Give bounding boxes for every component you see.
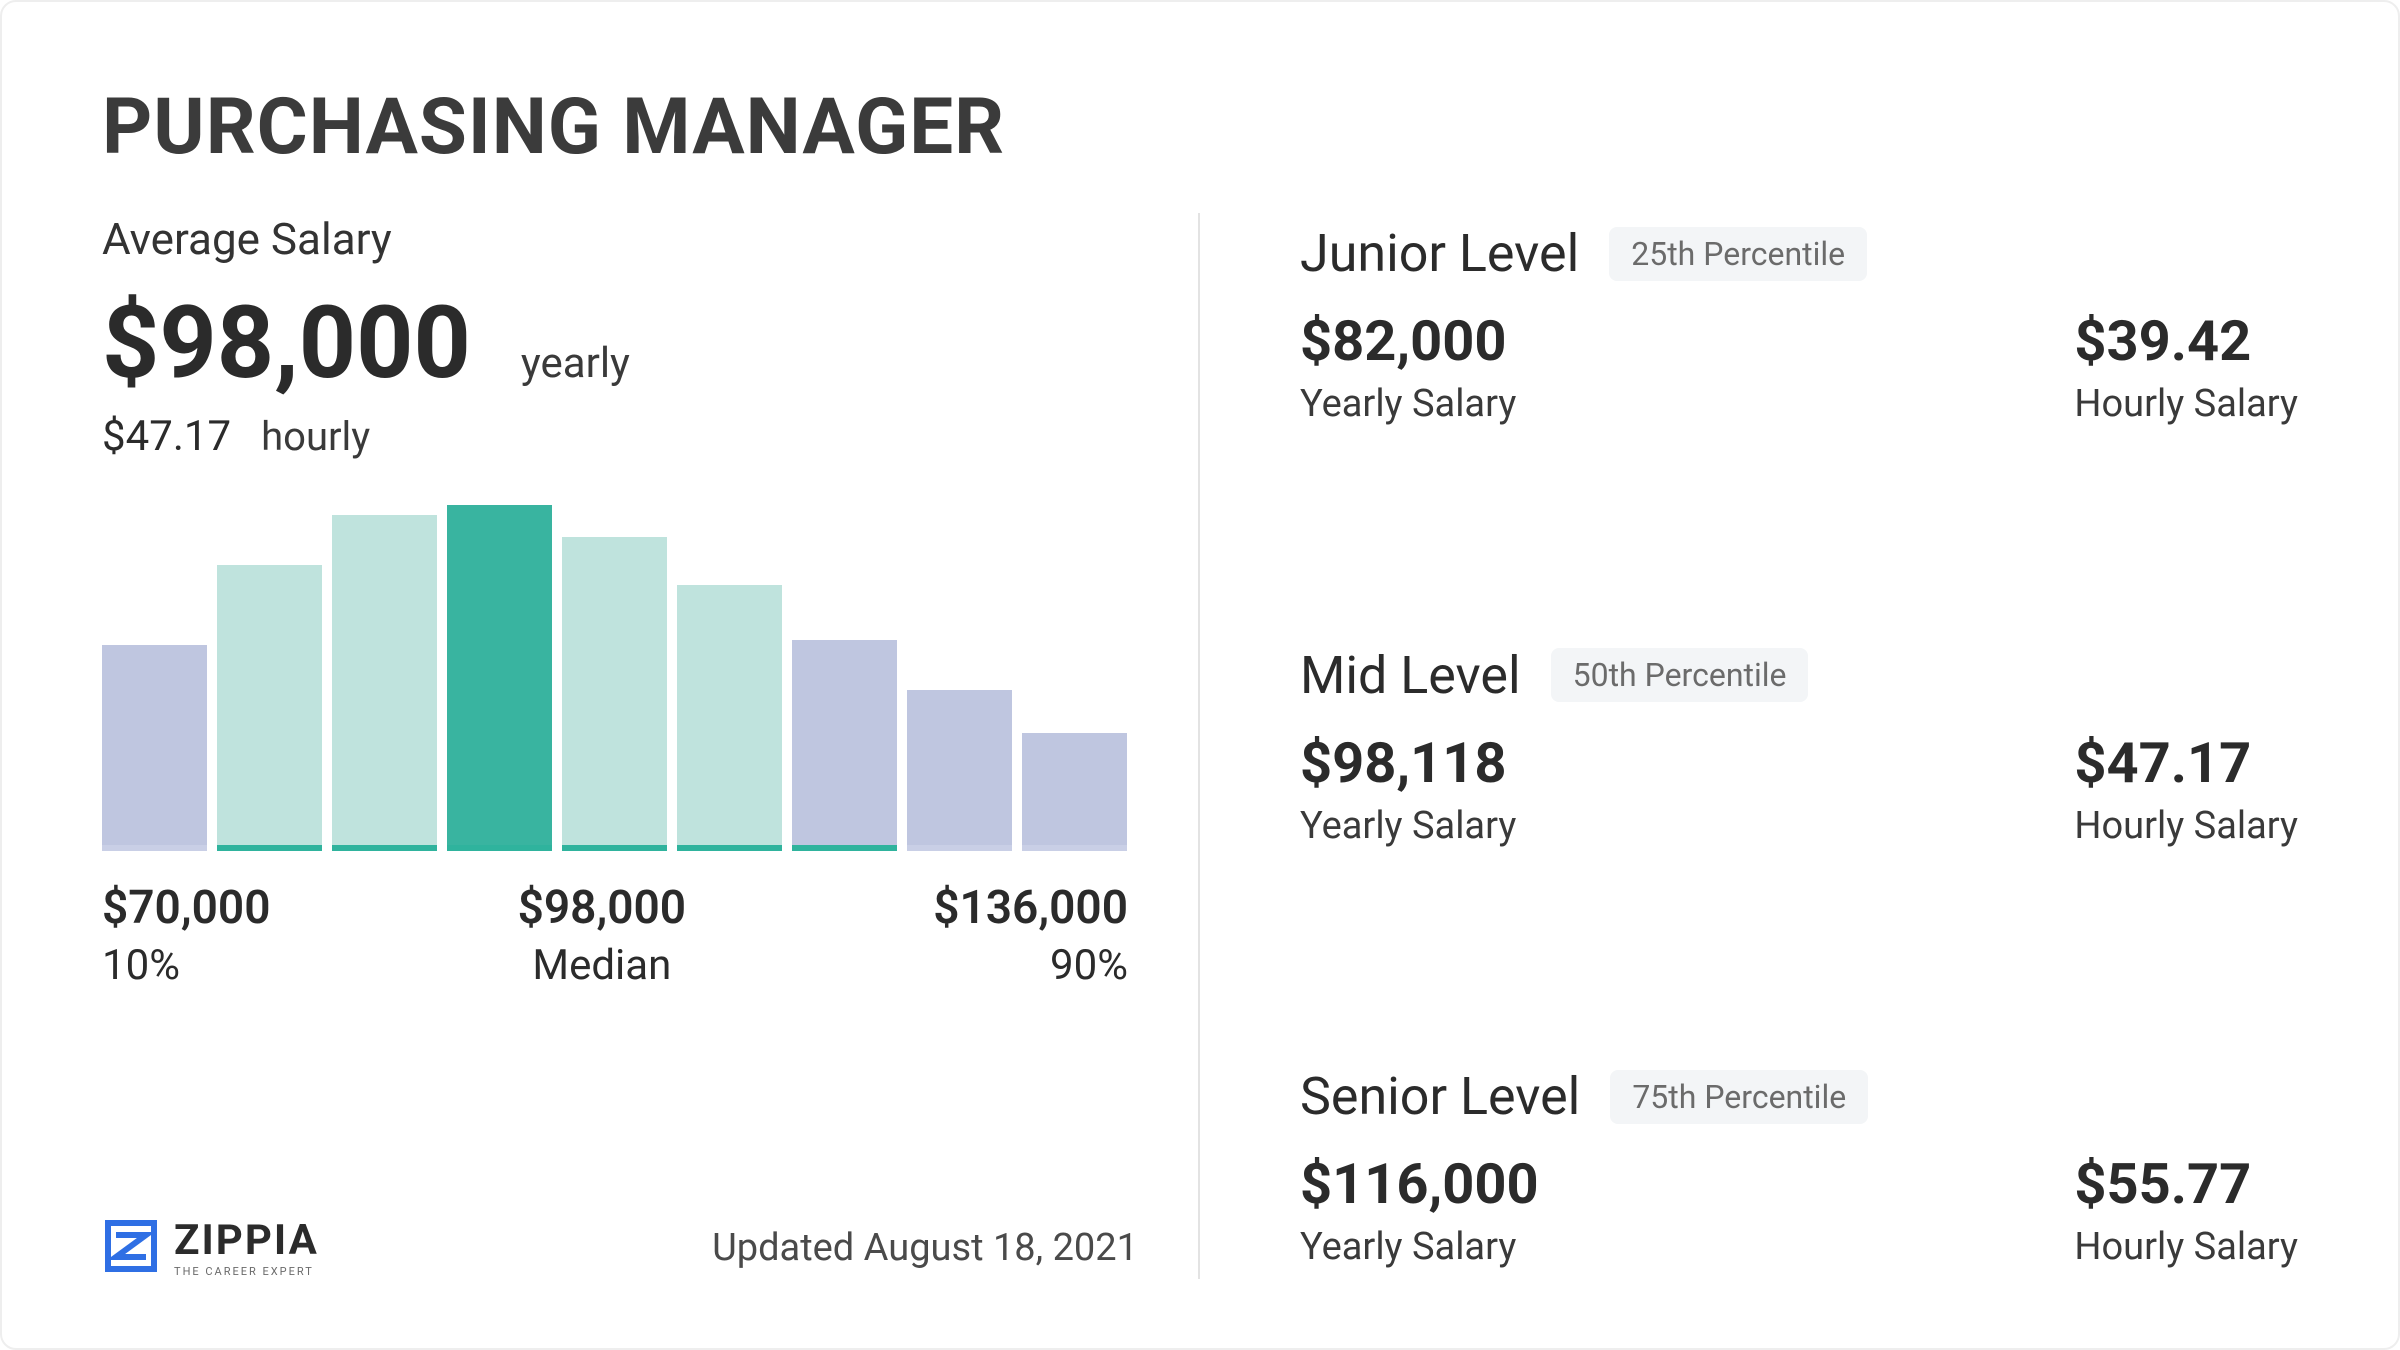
level-head-2: Senior Level 75th Percentile <box>1300 1066 2298 1127</box>
bar-underline-1 <box>217 845 322 851</box>
salary-card: PURCHASING MANAGER Average Salary $98,00… <box>0 0 2400 1350</box>
bar-underline-7 <box>907 845 1012 851</box>
average-hourly-value: $47.17 <box>102 412 231 461</box>
bar-underline-2 <box>332 845 437 851</box>
average-yearly-value: $98,000 <box>102 285 471 402</box>
footer-row: ZIPPIA THE CAREER EXPERT Updated August … <box>102 1177 1138 1279</box>
level-head-1: Mid Level 50th Percentile <box>1300 645 2298 706</box>
yearly-amount-1: $98,118 <box>1300 730 1516 796</box>
axis-right: $136,000 90% <box>933 881 1128 990</box>
bar-fill-3 <box>447 505 552 845</box>
level-values-0: $82,000 Yearly Salary $39.42 Hourly Salary <box>1300 308 2298 426</box>
axis-center-value: $98,000 <box>518 881 686 935</box>
axis-left: $70,000 10% <box>102 881 270 990</box>
percentile-pill-2: 75th Percentile <box>1610 1070 1868 1124</box>
hourly-col-2: $55.77 Hourly Salary <box>2074 1151 2298 1269</box>
bar-underline-6 <box>792 845 897 851</box>
bar-fill-2 <box>332 515 437 845</box>
level-values-1: $98,118 Yearly Salary $47.17 Hourly Salary <box>1300 730 2298 848</box>
bar-5 <box>677 585 782 851</box>
axis-left-value: $70,000 <box>102 881 270 935</box>
level-head-0: Junior Level 25th Percentile <box>1300 223 2298 284</box>
bar-1 <box>217 565 322 851</box>
hourly-col-1: $47.17 Hourly Salary <box>2074 730 2298 848</box>
hourly-label-1: Hourly Salary <box>2074 804 2298 848</box>
level-name-2: Senior Level <box>1300 1066 1580 1127</box>
distribution-chart: $70,000 10% $98,000 Median $136,000 90% <box>102 511 1138 990</box>
columns: Average Salary $98,000 yearly $47.17 hou… <box>102 213 2298 1279</box>
logo-text-wrap: ZIPPIA THE CAREER EXPERT <box>174 1220 319 1277</box>
updated-date: Updated August 18, 2021 <box>712 1226 1138 1270</box>
average-yearly-unit: yearly <box>521 339 630 388</box>
logo-tagline: THE CAREER EXPERT <box>174 1266 319 1277</box>
level-block-2: Senior Level 75th Percentile $116,000 Yearl… <box>1300 1066 2298 1269</box>
zippia-logo-icon <box>102 1217 160 1279</box>
yearly-amount-0: $82,000 <box>1300 308 1516 374</box>
yearly-label-0: Yearly Salary <box>1300 382 1516 426</box>
bar-underline-8 <box>1022 845 1127 851</box>
axis-right-sub: 90% <box>1050 941 1128 990</box>
level-block-1: Mid Level 50th Percentile $98,118 Yearly Sa… <box>1300 645 2298 848</box>
bar-8 <box>1022 733 1127 851</box>
hourly-amount-2: $55.77 <box>2074 1151 2298 1217</box>
left-column: Average Salary $98,000 yearly $47.17 hou… <box>102 213 1200 1279</box>
bar-fill-7 <box>907 690 1012 845</box>
axis-right-value: $136,000 <box>933 881 1128 935</box>
bar-6 <box>792 640 897 851</box>
bar-fill-8 <box>1022 733 1127 845</box>
bar-fill-1 <box>217 565 322 845</box>
bars-container <box>102 511 1138 851</box>
level-name-0: Junior Level <box>1300 223 1579 284</box>
average-yearly-row: $98,000 yearly <box>102 285 1138 402</box>
average-hourly-row: $47.17 hourly <box>102 412 1138 461</box>
hourly-amount-1: $47.17 <box>2074 730 2298 796</box>
yearly-col-0: $82,000 Yearly Salary <box>1300 308 1516 426</box>
hourly-label-0: Hourly Salary <box>2074 382 2298 426</box>
bar-underline-4 <box>562 845 667 851</box>
average-hourly-unit: hourly <box>261 413 370 460</box>
yearly-label-1: Yearly Salary <box>1300 804 1516 848</box>
hourly-col-0: $39.42 Hourly Salary <box>2074 308 2298 426</box>
bar-0 <box>102 645 207 851</box>
level-values-2: $116,000 Yearly Salary $55.77 Hourly Salary <box>1300 1151 2298 1269</box>
bar-fill-0 <box>102 645 207 845</box>
axis-center: $98,000 Median <box>518 881 686 990</box>
average-salary-label: Average Salary <box>102 213 1138 265</box>
bar-fill-6 <box>792 640 897 845</box>
hourly-label-2: Hourly Salary <box>2074 1225 2298 1269</box>
bar-fill-4 <box>562 537 667 845</box>
yearly-amount-2: $116,000 <box>1300 1151 1539 1217</box>
brand-logo: ZIPPIA THE CAREER EXPERT <box>102 1217 319 1279</box>
bar-2 <box>332 515 437 851</box>
percentile-pill-0: 25th Percentile <box>1609 227 1867 281</box>
yearly-col-1: $98,118 Yearly Salary <box>1300 730 1516 848</box>
axis-labels: $70,000 10% $98,000 Median $136,000 90% <box>102 881 1138 990</box>
page-title: PURCHASING MANAGER <box>102 82 2298 173</box>
bar-fill-5 <box>677 585 782 845</box>
yearly-col-2: $116,000 Yearly Salary <box>1300 1151 1539 1269</box>
logo-text: ZIPPIA <box>174 1220 319 1262</box>
hourly-amount-0: $39.42 <box>2074 308 2298 374</box>
bar-3 <box>447 505 552 851</box>
bar-underline-5 <box>677 845 782 851</box>
right-column: Junior Level 25th Percentile $82,000 Yearly… <box>1200 213 2298 1279</box>
axis-center-sub: Median <box>532 941 671 990</box>
bar-4 <box>562 537 667 851</box>
level-block-0: Junior Level 25th Percentile $82,000 Yearly… <box>1300 223 2298 426</box>
yearly-label-2: Yearly Salary <box>1300 1225 1539 1269</box>
bar-underline-0 <box>102 845 207 851</box>
percentile-pill-1: 50th Percentile <box>1551 648 1809 702</box>
axis-left-sub: 10% <box>102 941 180 990</box>
level-name-1: Mid Level <box>1300 645 1521 706</box>
bar-underline-3 <box>447 845 552 851</box>
bar-7 <box>907 690 1012 851</box>
